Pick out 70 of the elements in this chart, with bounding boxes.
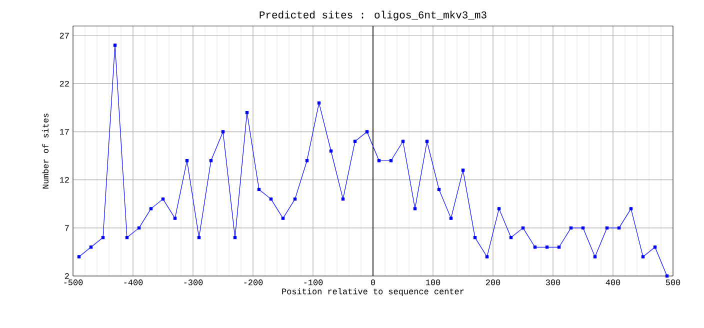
point — [341, 197, 345, 201]
point — [533, 246, 537, 249]
y-tick-label: 27 — [60, 32, 69, 38]
point — [641, 255, 645, 258]
x-tick-label: 200 — [486, 280, 500, 286]
point — [101, 236, 105, 240]
point — [617, 226, 621, 230]
point — [89, 246, 93, 249]
point — [233, 236, 237, 240]
point — [605, 226, 609, 230]
point — [161, 197, 165, 201]
point — [389, 159, 393, 162]
point — [473, 236, 477, 240]
x-tick-label: -400 — [124, 280, 143, 286]
y-tick-label: 17 — [60, 128, 69, 135]
point — [485, 255, 489, 258]
point — [545, 246, 549, 249]
point — [149, 207, 153, 210]
point — [353, 140, 357, 143]
point — [257, 188, 261, 192]
point — [305, 159, 309, 162]
point — [569, 226, 573, 230]
x-tick-label: -100 — [304, 280, 323, 286]
point — [557, 246, 561, 249]
point — [113, 44, 117, 47]
point — [413, 207, 417, 210]
point — [293, 197, 297, 201]
point — [281, 216, 285, 220]
point — [653, 246, 657, 249]
point — [461, 168, 465, 172]
y-tick-label: 7 — [65, 225, 69, 231]
point — [581, 226, 585, 230]
point — [329, 149, 333, 153]
point — [77, 255, 81, 258]
x-tick-label: -500 — [64, 280, 83, 286]
point — [185, 159, 189, 162]
x-tick-label: 400 — [606, 280, 620, 286]
point — [401, 140, 405, 143]
point — [125, 236, 129, 240]
x-axis-title: Position relative to sequence center — [282, 288, 464, 296]
point — [629, 207, 633, 210]
point — [509, 236, 513, 240]
point — [665, 274, 669, 278]
point — [497, 207, 501, 210]
point — [377, 159, 381, 162]
y-tick-label: 2 — [64, 273, 69, 279]
point — [137, 226, 141, 230]
point — [449, 216, 453, 220]
x-tick-label: -200 — [244, 280, 263, 286]
point — [425, 140, 429, 143]
x-tick-label: 300 — [546, 280, 560, 286]
point — [197, 236, 201, 240]
point — [209, 159, 213, 162]
point — [317, 101, 321, 105]
chart-title: Predicted sites : oligos_6nt_mkv3_m3 — [260, 10, 486, 21]
point — [437, 188, 441, 192]
x-tick-label: -300 — [184, 280, 203, 286]
point — [593, 255, 597, 258]
point — [245, 110, 249, 114]
x-tick-label: 100 — [426, 280, 440, 286]
x-tick-label: 0 — [370, 280, 376, 286]
point — [365, 130, 369, 134]
y-tick-label: 12 — [60, 177, 69, 183]
y-tick-label: 22 — [60, 80, 69, 87]
point — [221, 130, 225, 134]
point — [269, 197, 273, 201]
point — [173, 216, 177, 220]
point — [521, 226, 525, 230]
y-axis-title: Number of sites — [42, 114, 48, 188]
x-tick-label: 500 — [666, 280, 680, 286]
